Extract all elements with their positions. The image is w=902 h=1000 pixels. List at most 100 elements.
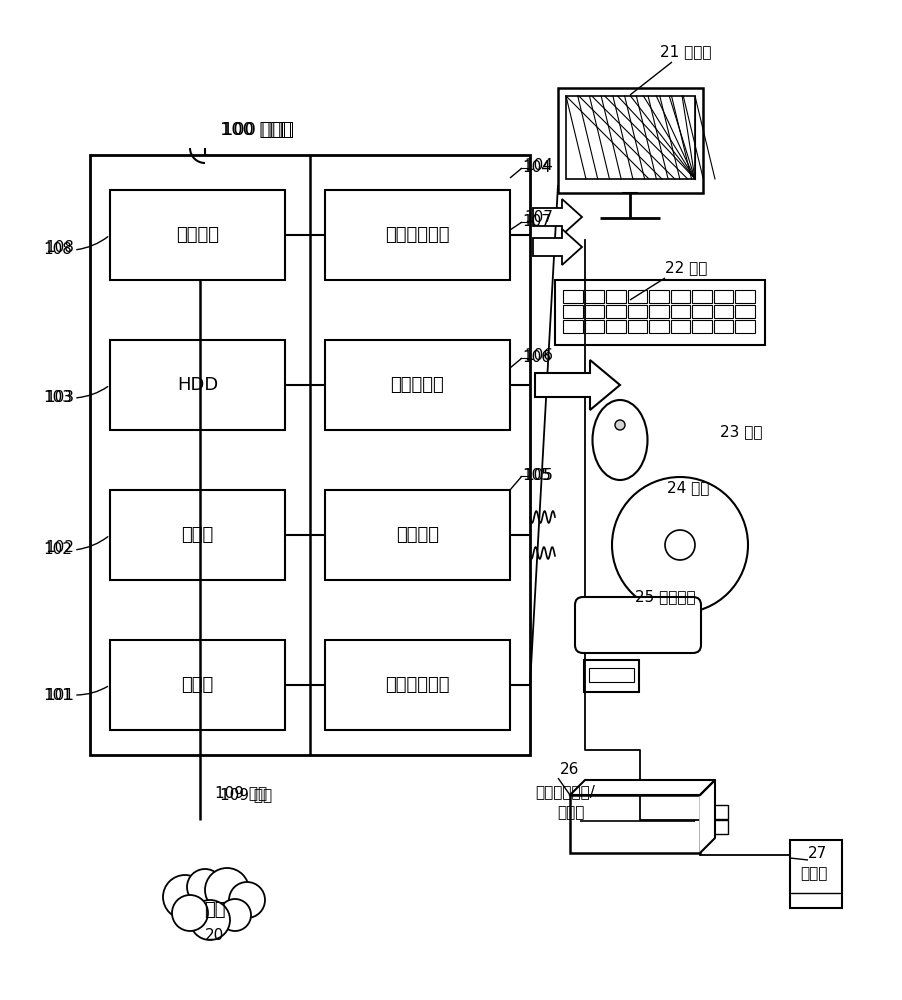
Ellipse shape [592, 400, 647, 480]
Text: 107: 107 [521, 215, 550, 230]
Text: 网络接口: 网络接口 [176, 226, 219, 244]
Text: 109 总线: 109 总线 [220, 788, 272, 802]
Bar [734, 320, 754, 333]
Circle shape [664, 530, 695, 560]
Bar [584, 290, 603, 303]
Bar [649, 305, 668, 318]
Bar [670, 320, 689, 333]
Text: 存储器读取器/: 存储器读取器/ [534, 784, 594, 800]
Text: 24 光盘: 24 光盘 [667, 481, 709, 495]
Text: 109 总线: 109 总线 [215, 786, 267, 800]
Bar [692, 320, 711, 333]
Bar [692, 305, 711, 318]
Bar [713, 290, 732, 303]
Bar [627, 320, 647, 333]
Bar [734, 290, 754, 303]
Bar [605, 305, 625, 318]
Text: 26: 26 [559, 762, 579, 778]
Circle shape [614, 420, 624, 430]
Text: 102: 102 [45, 540, 74, 556]
Circle shape [163, 875, 207, 919]
Text: 108: 108 [45, 240, 74, 255]
Circle shape [612, 477, 747, 613]
Text: 20: 20 [205, 928, 224, 942]
Bar [692, 290, 711, 303]
Text: 写入器: 写入器 [557, 806, 584, 820]
Text: 图形处理装置: 图形处理装置 [385, 676, 449, 694]
Text: HDD: HDD [177, 376, 218, 394]
Circle shape [187, 869, 223, 905]
Bar [605, 290, 625, 303]
Text: 106: 106 [521, 351, 550, 365]
Bar [110, 340, 285, 430]
Text: 存储器: 存储器 [181, 526, 214, 544]
Bar [110, 190, 285, 280]
Text: 25 存储装置: 25 存储装置 [634, 589, 695, 604]
Bar [627, 305, 647, 318]
Text: 100 计算机: 100 计算机 [222, 121, 293, 139]
Circle shape [171, 895, 207, 931]
Circle shape [219, 899, 251, 931]
Bar [627, 290, 647, 303]
Text: 104: 104 [523, 157, 552, 172]
Text: 23 鼠标: 23 鼠标 [719, 424, 761, 440]
Bar [562, 320, 582, 333]
Bar [325, 190, 510, 280]
Text: 102: 102 [43, 542, 72, 558]
Bar [649, 290, 668, 303]
Bar [649, 320, 668, 333]
Polygon shape [534, 360, 620, 410]
Bar [588, 668, 633, 682]
Bar [569, 795, 699, 853]
Text: 108: 108 [43, 242, 72, 257]
Text: 100 计算机: 100 计算机 [220, 121, 291, 139]
Bar [562, 290, 582, 303]
Bar [584, 660, 639, 692]
Bar [110, 640, 285, 730]
Text: 105: 105 [523, 468, 552, 484]
Polygon shape [699, 780, 714, 853]
FancyBboxPatch shape [575, 597, 700, 653]
Bar [734, 305, 754, 318]
Bar [713, 305, 732, 318]
Bar [90, 155, 529, 755]
Bar [789, 840, 841, 908]
Text: 106: 106 [523, 348, 552, 362]
Polygon shape [532, 199, 582, 235]
Polygon shape [532, 229, 582, 265]
Text: 网络: 网络 [204, 901, 226, 919]
Text: 处理器: 处理器 [181, 676, 214, 694]
Text: 105: 105 [521, 468, 550, 484]
Bar [709, 820, 727, 834]
Polygon shape [569, 780, 714, 795]
Text: 存储卡: 存储卡 [799, 866, 826, 882]
Text: 输入接口: 输入接口 [396, 526, 438, 544]
Text: 104: 104 [521, 160, 550, 176]
Bar [605, 320, 625, 333]
Text: 22 键盘: 22 键盘 [664, 260, 706, 275]
Bar [566, 96, 695, 179]
Circle shape [189, 900, 230, 940]
Text: 103: 103 [45, 390, 74, 406]
Text: 21 监测器: 21 监测器 [659, 44, 711, 60]
Bar [325, 490, 510, 580]
Bar [562, 305, 582, 318]
Bar [325, 340, 510, 430]
Circle shape [229, 882, 264, 918]
Bar [584, 320, 603, 333]
Bar [713, 320, 732, 333]
Text: 103: 103 [43, 390, 72, 406]
Text: 光驱动装置: 光驱动装置 [391, 376, 444, 394]
Bar [110, 490, 285, 580]
Text: 装置连接接口: 装置连接接口 [385, 226, 449, 244]
Text: 101: 101 [43, 688, 72, 702]
Bar [325, 640, 510, 730]
Circle shape [205, 868, 249, 912]
Bar [670, 305, 689, 318]
Bar [584, 305, 603, 318]
Bar [670, 290, 689, 303]
Text: 107: 107 [523, 211, 552, 226]
Bar [557, 88, 703, 193]
Text: 27: 27 [807, 846, 826, 860]
Bar [555, 280, 764, 345]
